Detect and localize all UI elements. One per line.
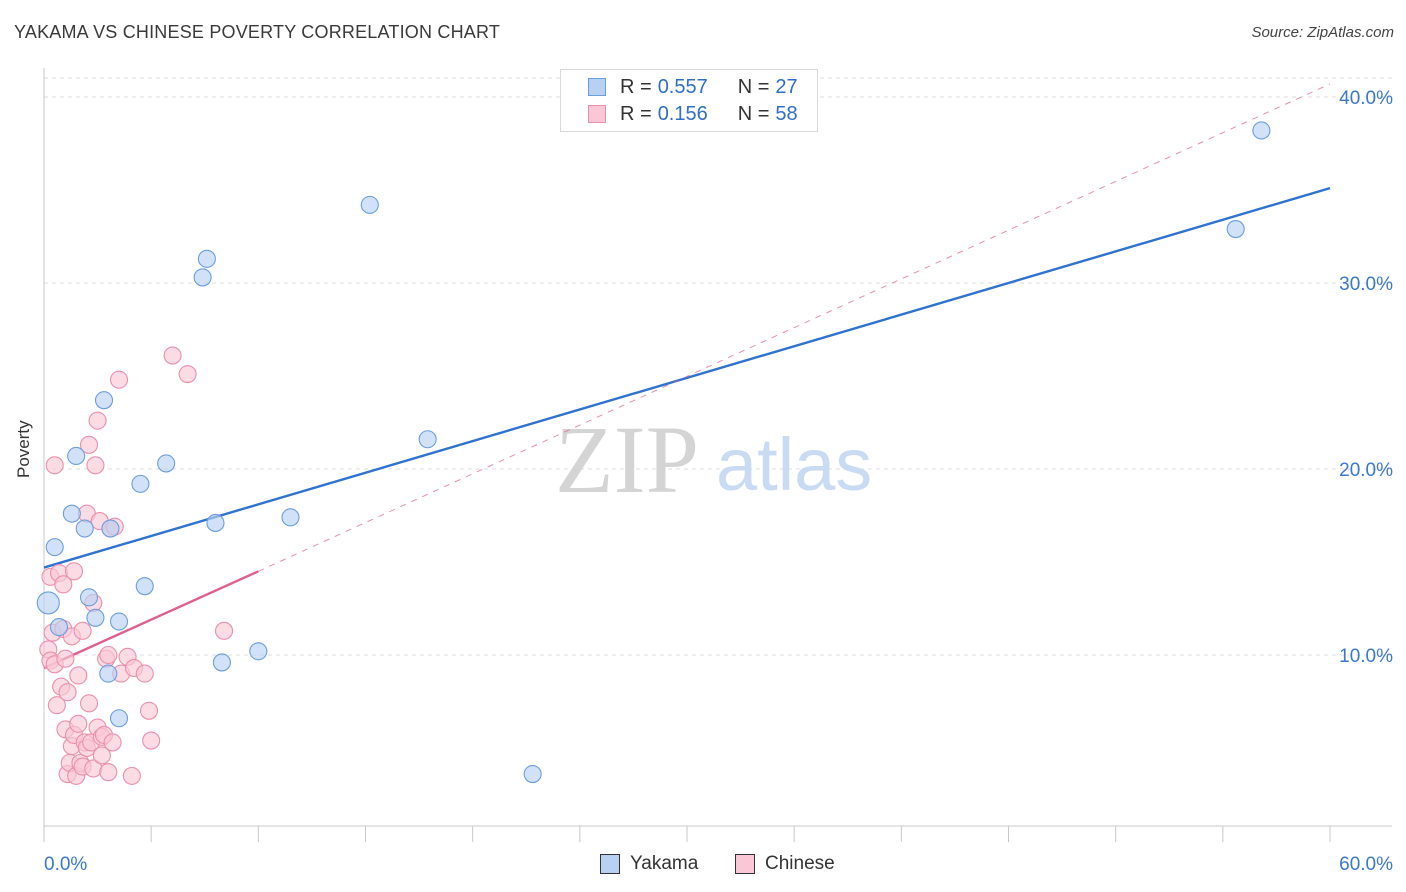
point-yakama-16 [193,268,212,287]
point-chinese-6 [47,696,66,715]
watermark-atlas: atlas [716,423,872,506]
point-yakama-6 [79,588,99,607]
point-yakama-25 [1226,220,1245,239]
point-chinese-5 [45,456,64,475]
point-chinese-13 [58,683,77,702]
watermark-zip: ZIP [555,406,699,513]
point-yakama-20 [249,642,268,661]
point-yakama-4 [67,446,86,466]
point-yakama-19 [212,653,231,672]
point-yakama-3 [62,504,81,523]
point-chinese-50 [122,766,141,785]
x-tick-label-0: 0.0% [44,854,87,875]
point-yakama-11 [109,709,129,728]
point-chinese-56 [178,365,197,384]
trendline-layer [43,83,1331,670]
point-yakama-2 [49,618,69,637]
point-yakama-12 [109,612,129,631]
point-yakama-15 [157,454,176,473]
chart-title: YAKAMA VS CHINESE POVERTY CORRELATION CH… [14,22,501,42]
grid-layer [44,77,1392,656]
axis-layer [43,68,1392,842]
bottom-legend-label-yakama: Yakama [630,853,699,874]
legend-row-yakama: R = 0.557 N = 27 [588,75,798,99]
point-yakama-26 [1252,121,1271,140]
point-chinese-45 [103,733,122,752]
point-yakama-7 [86,608,105,627]
point-chinese-29 [79,435,99,454]
bottom-legend-label-chinese: Chinese [765,853,835,874]
y-tick-label-20: 20.0% [1339,460,1393,481]
point-chinese-54 [142,731,161,750]
legend-swatch-yakama [588,78,606,96]
point-yakama-18 [206,513,225,532]
legend-n-value-yakama: 27 [775,75,798,98]
point-chinese-57 [214,621,234,640]
point-chinese-39 [92,746,111,765]
watermark: ZIP atlas [555,406,872,513]
point-chinese-53 [139,701,159,720]
legend-n-label: N = [737,102,770,125]
bottom-legend-chinese[interactable]: Chinese [735,851,835,877]
bottom-legend-swatch-yakama [600,854,620,874]
point-layer [36,121,1271,785]
point-yakama-24 [523,764,542,784]
y-axis-label: Poverty [14,420,33,478]
point-chinese-21 [69,666,88,685]
legend-r-value-yakama: 0.557 [657,75,708,98]
legend-r-label: R = [620,102,652,125]
legend-r-label: R = [620,75,652,98]
point-chinese-52 [135,664,154,683]
point-chinese-35 [88,411,107,430]
point-yakama-1 [45,538,64,557]
point-yakama-17 [197,249,216,268]
point-chinese-11 [56,649,75,668]
y-tick-label-30: 30.0% [1339,274,1393,295]
point-chinese-9 [54,575,73,594]
legend-n-value-chinese: 58 [775,102,798,125]
point-chinese-47 [109,370,129,389]
point-yakama-14 [135,577,154,596]
point-yakama-22 [360,195,379,214]
legend-row-chinese: R = 0.156 N = 58 [588,102,798,126]
point-yakama-21 [281,508,300,527]
legend-n-label: N = [737,75,770,98]
tick-label-layer: 10.0% 20.0% 30.0% 40.0% 0.0% 60.0% [44,88,1393,875]
point-yakama-23 [418,430,437,449]
bottom-legend-yakama[interactable]: Yakama [600,851,698,877]
y-tick-label-10: 10.0% [1339,646,1393,667]
point-yakama-8 [94,391,114,410]
y-tick-label-40: 40.0% [1339,88,1393,109]
legend-box: R = 0.557 N = 27 R = 0.156 N = 58 [560,69,818,132]
point-yakama-10 [101,519,120,538]
point-chinese-22 [69,714,88,733]
point-chinese-34 [86,456,105,475]
trendline-chinese [43,570,259,670]
trendline-yakama [43,186,1331,569]
source-credit: Source: ZipAtlas.com [1251,24,1394,41]
legend-swatch-chinese [588,105,606,123]
x-tick-label-60: 60.0% [1339,854,1393,875]
point-chinese-24 [73,621,92,640]
point-chinese-42 [99,763,118,782]
trendline-chinese-dashed [258,83,1331,572]
point-yakama-0 [36,591,60,615]
point-yakama-13 [131,474,150,493]
point-chinese-55 [163,346,182,365]
legend-r-value-chinese: 0.156 [657,102,708,125]
point-chinese-30 [79,694,99,713]
point-chinese-43 [99,645,118,665]
point-chinese-18 [64,562,84,581]
point-yakama-5 [75,519,94,538]
bottom-legend-swatch-chinese [735,854,755,874]
point-yakama-9 [99,664,118,683]
